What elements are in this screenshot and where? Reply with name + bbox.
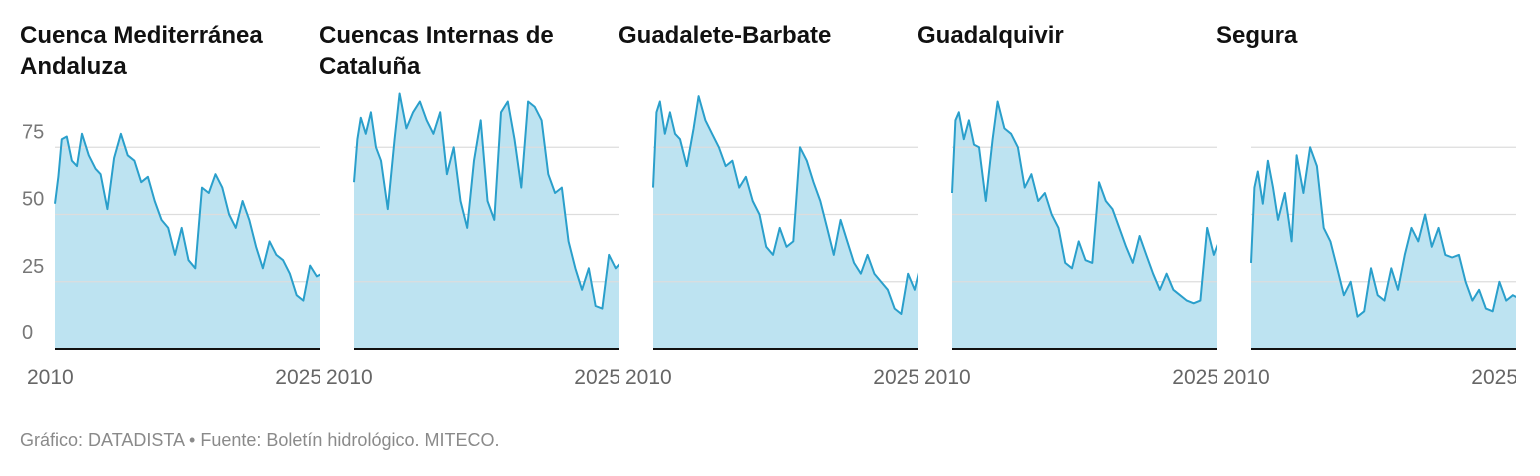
series-area bbox=[1251, 147, 1516, 349]
x-tick-label: 2025 bbox=[873, 366, 918, 389]
chart-panel-3: 2010 2025 Guadalete-Barbate bbox=[618, 0, 918, 400]
y-tick-label: 0 bbox=[22, 322, 33, 344]
chart-title: Guadalete-Barbate bbox=[618, 22, 832, 49]
x-tick-label: 2010 bbox=[1223, 366, 1270, 389]
x-tick-label: 2025 bbox=[574, 366, 619, 389]
x-tick-label: 2010 bbox=[27, 366, 74, 389]
y-tick-label: 25 bbox=[22, 256, 44, 278]
y-tick-label: 75 bbox=[22, 121, 44, 143]
series-line bbox=[652, 95, 918, 315]
series-line bbox=[1250, 146, 1516, 318]
x-tick-label: 2010 bbox=[326, 366, 373, 389]
chart-panel-1: 0 25 50 75 2010 2025 Cuenca Mediterránea Anda… bbox=[20, 0, 320, 400]
series-area bbox=[952, 101, 1217, 349]
chart-title: Cuencas Internas de Cataluña bbox=[319, 22, 554, 80]
x-tick-label: 2025 bbox=[275, 366, 320, 389]
chart-svg-3: 2010 2025 bbox=[625, 95, 918, 389]
chart-title: Segura bbox=[1216, 22, 1298, 49]
series-line bbox=[54, 132, 320, 302]
series-area bbox=[653, 96, 918, 349]
x-tick-label: 2025 bbox=[1172, 366, 1217, 389]
x-tick-label: 2010 bbox=[924, 366, 971, 389]
chart-panel-5: 2010 2025 Segura bbox=[1216, 0, 1516, 400]
series-line bbox=[353, 92, 619, 310]
chart-svg-2: 2010 2025 bbox=[326, 92, 619, 389]
y-tick-label: 50 bbox=[22, 189, 44, 211]
chart-panel-2: 2010 2025 Cuencas Internas de Cataluña bbox=[319, 0, 619, 400]
x-tick-label: 2025 bbox=[1471, 366, 1516, 389]
source-footnote: Gráfico: DATADISTA • Fuente: Boletín hid… bbox=[20, 430, 500, 450]
series-area bbox=[354, 93, 619, 349]
chart-svg-4: 2010 2025 bbox=[924, 100, 1217, 389]
x-tick-label: 2010 bbox=[625, 366, 672, 389]
chart-title: Cuenca Mediterránea Andaluza bbox=[20, 22, 263, 80]
series-area bbox=[55, 133, 320, 349]
series-line bbox=[951, 100, 1217, 305]
chart-title: Guadalquivir bbox=[917, 22, 1064, 49]
chart-svg-5: 2010 2025 bbox=[1223, 146, 1516, 389]
chart-panel-4: 2010 2025 Guadalquivir bbox=[917, 0, 1217, 400]
chart-svg-1: 0 25 50 75 2010 2025 bbox=[22, 121, 320, 389]
